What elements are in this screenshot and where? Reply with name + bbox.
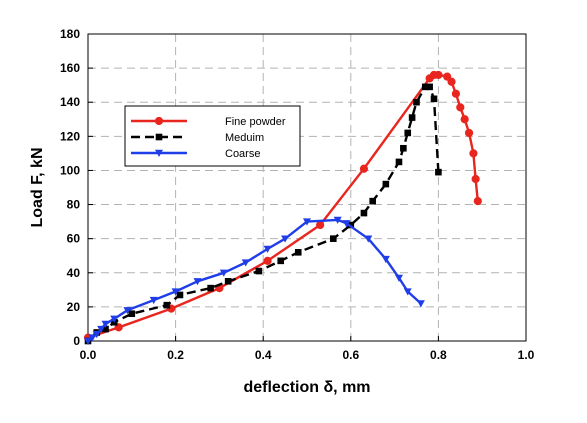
data-point-coarse [88, 334, 97, 342]
data-point-meduim [430, 95, 438, 103]
data-point-fine-powder [460, 115, 469, 124]
legend-swatch-marker [155, 149, 163, 157]
data-point-meduim [128, 310, 136, 318]
y-tick-label: 0 [73, 334, 80, 348]
data-point-meduim [176, 291, 184, 299]
y-tick-label: 100 [60, 163, 80, 177]
data-point-meduim [224, 278, 232, 285]
data-point-coarse [416, 300, 425, 308]
plot-frame [87, 33, 527, 342]
data-point-fine-powder [263, 256, 272, 265]
x-tick-label: 0.2 [167, 348, 184, 362]
data-point-fine-powder [434, 70, 443, 80]
y-tick-label: 140 [60, 95, 80, 109]
data-point-fine-powder [443, 72, 452, 81]
x-tick-label: 0.4 [255, 348, 272, 362]
data-point-coarse [171, 288, 180, 296]
data-point-meduim [404, 129, 412, 137]
data-point-fine-powder [316, 220, 325, 230]
data-point-fine-powder [451, 89, 461, 98]
series-fine-powder [83, 70, 482, 342]
y-tick-label: 160 [60, 61, 80, 75]
data-point-fine-powder [473, 197, 482, 206]
y-tick-label: 120 [60, 129, 80, 143]
data-point-meduim [426, 83, 433, 91]
data-point-coarse [263, 245, 272, 253]
series-group [83, 70, 482, 345]
data-point-meduim [163, 301, 171, 309]
data-point-fine-powder [471, 174, 480, 184]
data-point-meduim [400, 144, 407, 152]
data-point-coarse [123, 307, 132, 315]
data-point-coarse [97, 325, 106, 334]
data-point-coarse [364, 235, 373, 243]
data-point-coarse [394, 274, 403, 282]
data-point-coarse [403, 288, 412, 296]
legend-label: Coarse [225, 148, 260, 160]
data-point-coarse [101, 320, 110, 328]
data-point-meduim [277, 257, 285, 265]
data-point-coarse [381, 255, 390, 264]
data-point-coarse [333, 216, 342, 224]
data-point-coarse [219, 269, 228, 277]
data-point-meduim [408, 114, 416, 121]
legend-items: Fine powder Meduim Coarse [131, 116, 286, 160]
data-point-coarse [149, 296, 158, 305]
x-tick-label: 1.0 [518, 348, 535, 362]
data-point-meduim [207, 284, 214, 292]
data-point-coarse [92, 330, 101, 339]
x-tick-label: 0.0 [80, 348, 97, 362]
y-tick-label: 40 [67, 266, 81, 280]
data-point-meduim [102, 325, 109, 333]
legend-swatch-marker [154, 116, 164, 126]
data-point-meduim [382, 180, 390, 188]
legend-box [124, 105, 301, 167]
data-point-coarse [110, 315, 119, 323]
grid [88, 34, 526, 341]
x-tick-label: 0.8 [430, 348, 447, 362]
data-point-coarse [303, 218, 311, 226]
data-point-meduim [421, 83, 429, 91]
legend-item-fine-powder: Fine powder [131, 116, 286, 128]
data-point-fine-powder [359, 164, 369, 173]
data-point-coarse [241, 259, 250, 267]
y-axis-title: Load F, kN [29, 147, 46, 227]
data-point-meduim [329, 235, 337, 242]
data-point-meduim [413, 98, 420, 106]
data-point-coarse [281, 235, 290, 243]
x-axis-title: deflection δ, mm [243, 379, 370, 396]
data-point-meduim [255, 267, 263, 275]
data-point-fine-powder [447, 77, 456, 86]
data-point-meduim [369, 197, 376, 205]
axis-ticks: 0.0 0.2 0.4 0.6 0.8 1.0 0 20 40 60 80 100 120 140 160 1… [60, 27, 535, 362]
y-tick-label: 80 [67, 198, 81, 212]
legend-item-meduim: Meduim [131, 132, 264, 144]
data-point-fine-powder [464, 128, 474, 138]
y-tick-label: 20 [67, 300, 81, 314]
data-point-fine-powder [114, 323, 123, 332]
data-point-meduim [294, 249, 302, 256]
data-point-coarse [84, 337, 92, 345]
legend: Fine powder Meduim Coarse [124, 105, 301, 167]
data-point-fine-powder [456, 103, 465, 112]
legend-label: Meduim [225, 132, 264, 144]
data-point-meduim [360, 209, 368, 217]
data-point-meduim [395, 158, 403, 166]
y-tick-label: 60 [67, 232, 81, 246]
legend-item-coarse: Coarse [131, 148, 260, 160]
x-tick-label: 0.6 [342, 348, 359, 362]
legend-label: Fine powder [225, 116, 286, 128]
legend-swatch-marker [155, 133, 163, 141]
y-tick-label: 180 [60, 27, 80, 41]
series-coarse [84, 216, 425, 345]
data-point-coarse [193, 278, 202, 286]
series-line-meduim [87, 85, 440, 342]
data-point-coarse [342, 220, 351, 228]
series-line-coarse [87, 218, 422, 342]
data-point-meduim [435, 168, 442, 176]
data-point-fine-powder [469, 149, 478, 158]
